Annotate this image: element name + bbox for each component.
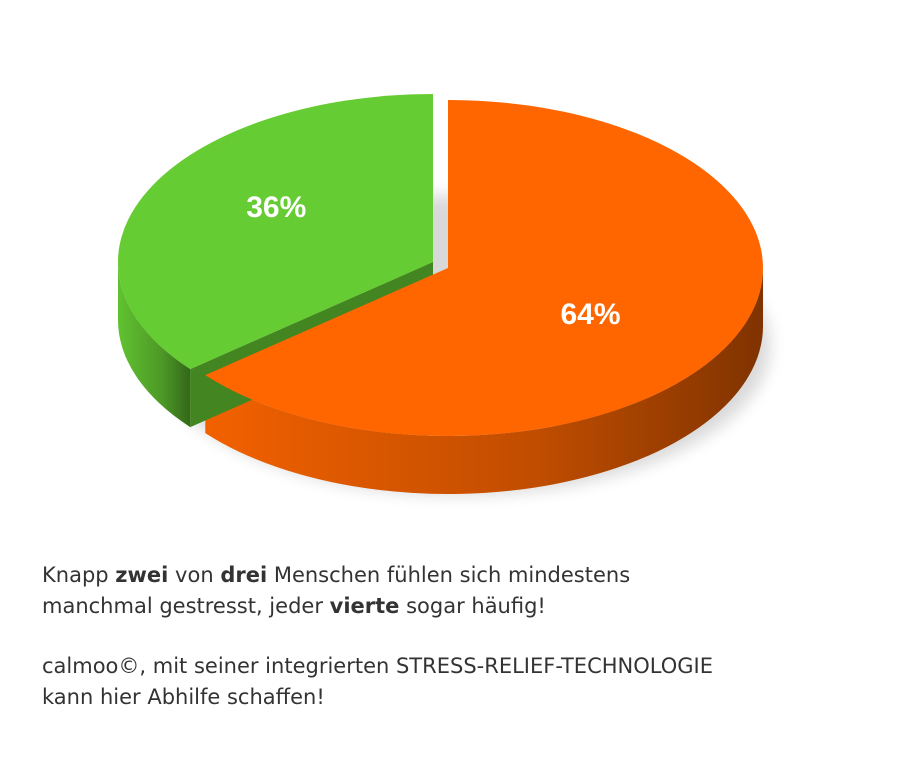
- slice: [205, 100, 763, 437]
- caption-line: manchmal gestresst, jeder vierte sogar h…: [42, 591, 713, 622]
- caption-text: Knapp: [42, 563, 116, 587]
- paragraph: Knapp zwei von drei Menschen fühlen sich…: [42, 560, 713, 622]
- slice: [117, 94, 433, 370]
- caption-line: calmoo©, mit seiner integrierten STRESS-…: [42, 651, 713, 682]
- caption-text: manchmal gestresst, jeder: [42, 594, 330, 618]
- chart: 64% 36%: [117, 94, 770, 495]
- value-label: 36%: [246, 191, 306, 224]
- caption-line: Knapp zwei von drei Menschen fühlen sich…: [42, 560, 713, 591]
- caption: Knapp zwei von drei Menschen fühlen sich…: [42, 560, 713, 742]
- slice-side-shade: [205, 268, 763, 494]
- caption-text: Menschen fühlen sich mindestens: [267, 563, 631, 587]
- caption-text: sogar häufig!: [399, 594, 546, 618]
- value-label: 64%: [560, 298, 620, 331]
- slice-side-shade: [118, 262, 191, 428]
- caption-text: von: [168, 563, 221, 587]
- caption-text: drei: [220, 563, 268, 587]
- caption-text: calmoo©, mit seiner integrierten STRESS-…: [42, 654, 713, 678]
- caption-text: kann hier Abhilfe schaffen!: [42, 685, 325, 709]
- caption-line: kann hier Abhilfe schaffen!: [42, 682, 713, 713]
- caption-text: vierte: [329, 594, 400, 618]
- paragraph: calmoo©, mit seiner integrierten STRESS-…: [42, 651, 713, 713]
- caption-text: zwei: [115, 563, 169, 587]
